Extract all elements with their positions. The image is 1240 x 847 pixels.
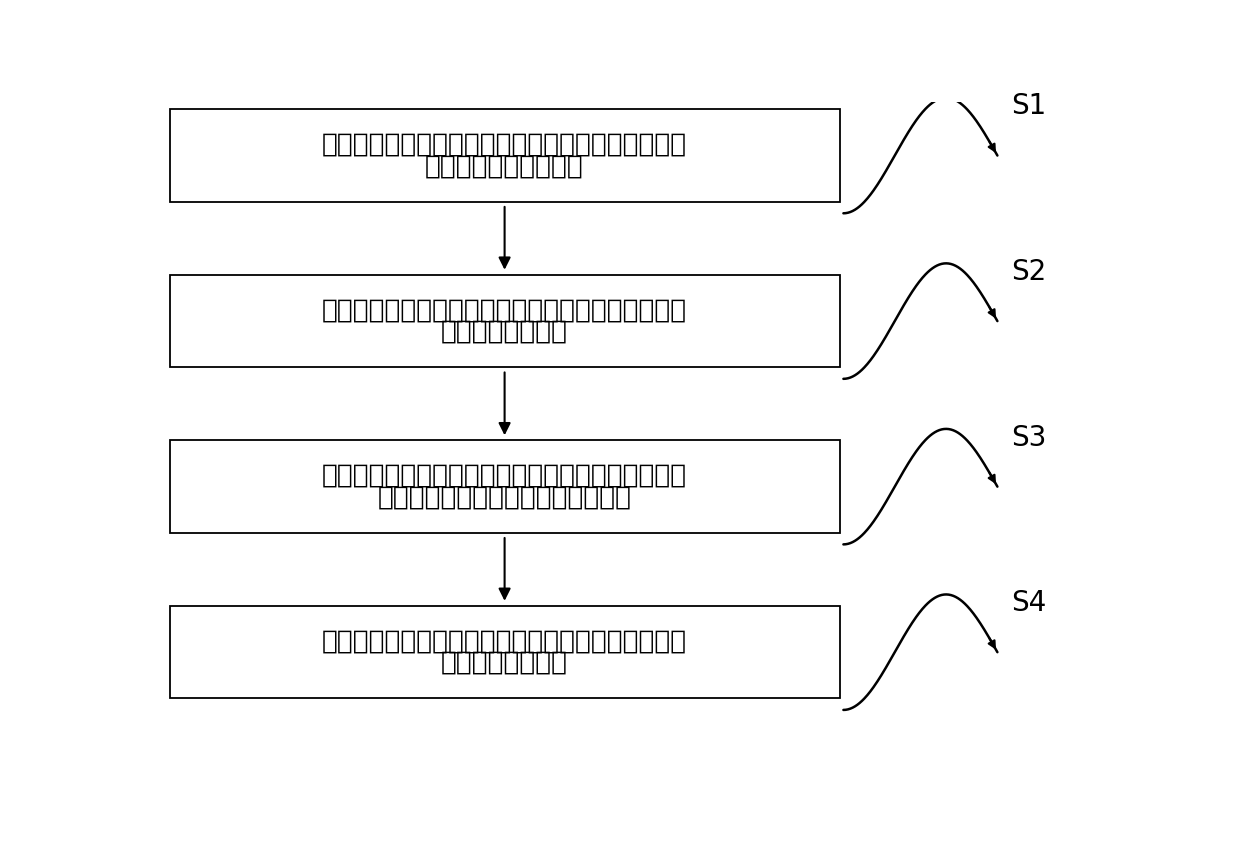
Text: 根据所述最优解，控制数字微流控生物芯片上生物化: 根据所述最优解，控制数字微流控生物芯片上生物化: [322, 628, 687, 655]
Text: S1: S1: [1012, 92, 1047, 120]
Text: 及流体约束条件的模型: 及流体约束条件的模型: [425, 153, 584, 180]
Bar: [170, 440, 839, 533]
Bar: [170, 109, 839, 202]
Text: S2: S2: [1012, 258, 1047, 286]
Text: 总时间的目标模型: 总时间的目标模型: [441, 318, 568, 345]
Bar: [170, 606, 839, 699]
Bar: [170, 275, 839, 368]
Text: 建立连锁生物化学反应在数字微流控生物芯片上完成: 建立连锁生物化学反应在数字微流控生物芯片上完成: [322, 297, 687, 324]
Text: 建立优先约束条件、资源约束条件、重叠约束条件以: 建立优先约束条件、资源约束条件、重叠约束条件以: [322, 132, 687, 158]
Text: S4: S4: [1012, 590, 1047, 617]
Text: 学反应的实现过程: 学反应的实现过程: [441, 650, 568, 676]
Text: S3: S3: [1012, 424, 1047, 451]
Text: 解所述完成时间的目标模型的最优解: 解所述完成时间的目标模型的最优解: [378, 484, 631, 511]
Text: 基于马尔可夫决策，根据所述四个约束条件的模型求: 基于马尔可夫决策，根据所述四个约束条件的模型求: [322, 462, 687, 489]
